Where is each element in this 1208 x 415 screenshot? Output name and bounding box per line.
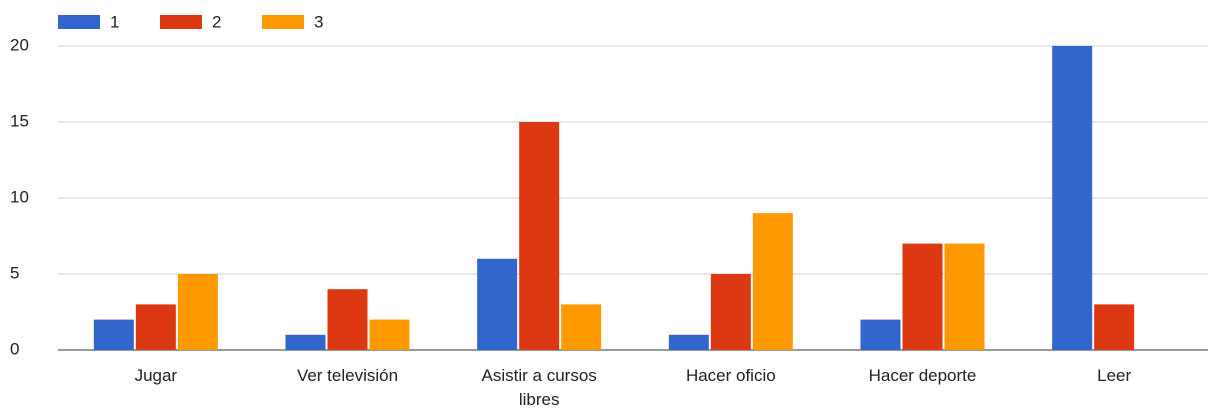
x-tick-label-box: Ver televisión xyxy=(296,366,399,385)
x-tick-label-box: Hacer oficio xyxy=(685,366,776,385)
bar xyxy=(177,274,218,350)
bar xyxy=(752,213,793,350)
legend-label: 3 xyxy=(314,12,323,31)
bar xyxy=(519,122,560,350)
x-tick-label: Hacer oficio xyxy=(685,366,776,385)
x-tick-label-box: Asistir a cursos libres xyxy=(481,366,597,409)
legend-swatch xyxy=(58,15,100,29)
bar xyxy=(668,334,709,350)
bar xyxy=(135,304,176,350)
y-tick-label: 5 xyxy=(10,263,19,282)
x-tick-label-box: Leer xyxy=(1097,366,1132,385)
x-tick-label-box: Hacer deporte xyxy=(868,366,977,385)
bar xyxy=(285,334,326,350)
legend-label: 2 xyxy=(212,12,221,31)
x-tick-label: Jugar xyxy=(134,366,178,385)
y-tick-label: 10 xyxy=(10,187,29,206)
bar xyxy=(710,274,751,350)
bar xyxy=(860,319,901,350)
x-tick-label: Leer xyxy=(1097,366,1132,385)
legend-label: 1 xyxy=(110,12,119,31)
legend-swatch xyxy=(160,15,202,29)
x-tick-label: Ver televisión xyxy=(296,366,399,385)
x-tick-label: Asistir a cursos libres xyxy=(481,366,597,409)
bar xyxy=(93,319,134,350)
bar xyxy=(1094,304,1135,350)
y-tick-label: 20 xyxy=(10,35,29,54)
legend-swatch xyxy=(262,15,304,29)
bar xyxy=(902,243,943,350)
bar xyxy=(477,258,518,350)
y-tick-label: 0 xyxy=(10,339,19,358)
x-tick-label-box: Jugar xyxy=(134,366,178,385)
bar xyxy=(944,243,985,350)
bar xyxy=(1052,46,1093,350)
bar xyxy=(369,319,410,350)
x-tick-label: Hacer deporte xyxy=(868,366,977,385)
y-tick-label: 15 xyxy=(10,111,29,130)
bar xyxy=(327,289,368,350)
bar xyxy=(561,304,602,350)
